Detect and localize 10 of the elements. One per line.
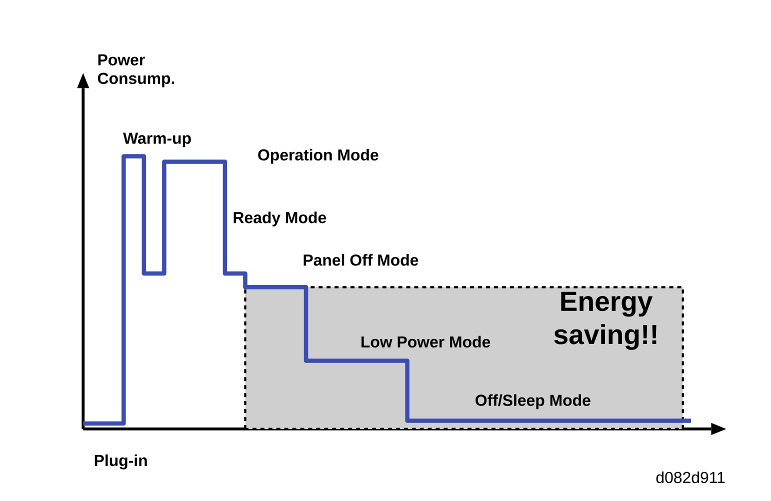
annotation: Panel Off Mode bbox=[304, 254, 418, 266]
text: d082d911 bbox=[656, 472, 725, 484]
annotation: Operation Mode bbox=[258, 148, 378, 164]
annotation: Low Power Mode bbox=[362, 336, 490, 348]
text: Warm-up bbox=[123, 132, 191, 148]
y-axis-title: Power Consump. bbox=[98, 54, 174, 88]
annotation: Ready Mode bbox=[234, 212, 326, 227]
annotation: Energy saving!! bbox=[554, 292, 656, 350]
text: Plug-in bbox=[94, 454, 147, 470]
annotation: Off/Sleep Mode bbox=[476, 394, 590, 410]
